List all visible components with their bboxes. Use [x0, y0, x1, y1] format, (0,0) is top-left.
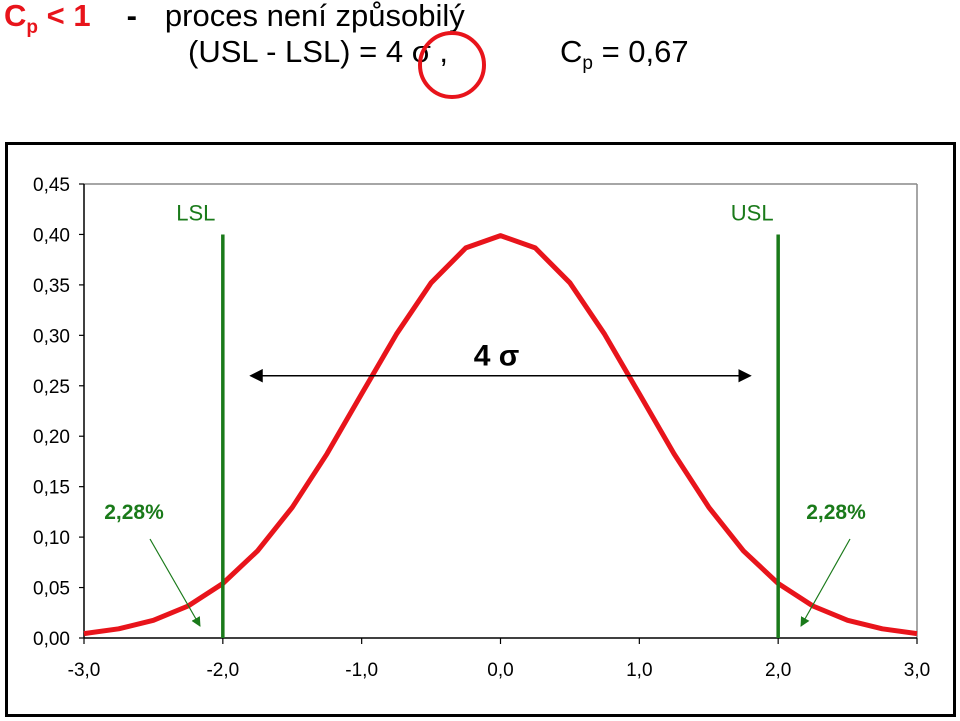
y-tick-label: 0,25	[33, 377, 70, 398]
spec-span-label: 4 σ	[474, 340, 520, 373]
spec-width-formula: (USL - LSL) = 4 σ ,	[188, 34, 449, 69]
x-tick-label: 1,0	[626, 660, 652, 681]
tail-right-arrow	[800, 538, 851, 627]
y-tick-label: 0,45	[33, 175, 70, 196]
highlight-circle	[418, 31, 486, 99]
process-description: proces není způsobilý	[164, 0, 465, 33]
y-tick-label: 0,35	[33, 276, 70, 297]
tail-left-label: 2,28%	[104, 501, 164, 524]
y-axis: 0,00 0,05 0,10 0,15 0,20 0,25 0,30 0,35 0,40 0,45	[33, 175, 84, 650]
cp-condition: Cp < 1	[4, 0, 91, 39]
lsl-label: LSL	[176, 200, 215, 225]
x-tick-label: -1,0	[345, 660, 378, 681]
x-tick-label: -3,0	[68, 660, 101, 681]
y-tick-label: 0,15	[33, 478, 70, 499]
usl-label: USL	[731, 200, 774, 225]
y-tick-label: 0,30	[33, 326, 70, 347]
x-tick-label: 2,0	[765, 660, 791, 681]
y-tick-label: 0,10	[33, 528, 70, 549]
chart-frame	[5, 142, 956, 717]
plot-area	[83, 183, 918, 639]
slide-header: Cp < 1 - proces není způsobilý (USL - LSL)…	[0, 0, 960, 140]
x-tick-label: 3,0	[904, 660, 930, 681]
header-line-1: Cp < 1 - proces není způsobilý	[4, 0, 465, 39]
y-tick-label: 0,40	[33, 225, 70, 246]
x-tick-label: -2,0	[206, 660, 239, 681]
tail-right-label: 2,28%	[806, 501, 866, 524]
tail-left-arrow	[149, 538, 201, 627]
header-dash: -	[126, 0, 137, 33]
x-axis: -3,0 -2,0 -1,0 0,0 1,0 2,0 3,0	[68, 638, 930, 681]
y-tick-label: 0,20	[33, 427, 70, 448]
y-tick-label: 0,05	[33, 579, 70, 600]
x-tick-label: 0,0	[487, 660, 513, 681]
cp-value: Cp = 0,67	[560, 34, 689, 75]
normal-curve	[83, 233, 918, 637]
y-tick-label: 0,00	[33, 629, 70, 650]
